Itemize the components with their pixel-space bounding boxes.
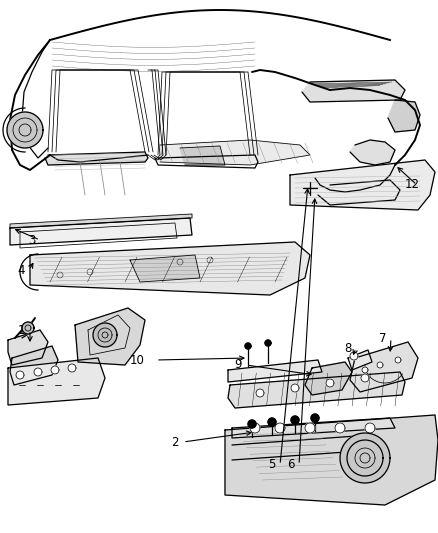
Polygon shape (228, 372, 405, 408)
Polygon shape (250, 423, 260, 433)
Polygon shape (228, 360, 322, 382)
Polygon shape (388, 100, 420, 132)
Polygon shape (68, 364, 76, 372)
Polygon shape (340, 433, 390, 483)
Polygon shape (225, 415, 438, 505)
Polygon shape (305, 423, 315, 433)
Polygon shape (93, 323, 117, 347)
Polygon shape (291, 384, 299, 392)
Polygon shape (34, 368, 42, 376)
Polygon shape (268, 418, 276, 426)
Polygon shape (45, 152, 148, 165)
Polygon shape (22, 322, 34, 334)
Polygon shape (180, 146, 225, 165)
Polygon shape (290, 160, 435, 210)
Text: 4: 4 (17, 263, 25, 277)
Polygon shape (350, 140, 395, 165)
Polygon shape (232, 418, 395, 438)
Polygon shape (350, 352, 358, 360)
Text: 1: 1 (18, 324, 25, 336)
Text: 5: 5 (268, 458, 276, 472)
Text: 2: 2 (171, 435, 179, 448)
Text: 10: 10 (130, 353, 145, 367)
Polygon shape (245, 343, 251, 349)
Polygon shape (305, 362, 352, 395)
Polygon shape (130, 255, 200, 282)
Polygon shape (361, 374, 369, 382)
Polygon shape (365, 423, 375, 433)
Polygon shape (51, 366, 59, 374)
Polygon shape (248, 420, 256, 428)
Polygon shape (350, 342, 418, 392)
Text: 7: 7 (379, 332, 386, 344)
Polygon shape (8, 330, 48, 365)
Polygon shape (75, 308, 145, 365)
Polygon shape (302, 80, 405, 102)
Polygon shape (395, 357, 401, 363)
Polygon shape (30, 242, 310, 295)
Polygon shape (348, 350, 372, 370)
Text: 6: 6 (287, 458, 294, 472)
Polygon shape (275, 423, 285, 433)
Polygon shape (311, 414, 319, 422)
Polygon shape (160, 140, 310, 165)
Text: 3: 3 (28, 233, 35, 246)
Polygon shape (10, 214, 192, 228)
Polygon shape (16, 371, 24, 379)
Polygon shape (362, 367, 368, 373)
Polygon shape (10, 346, 58, 385)
Polygon shape (326, 379, 334, 387)
Polygon shape (7, 112, 43, 148)
Polygon shape (335, 423, 345, 433)
Polygon shape (318, 180, 400, 205)
Polygon shape (291, 416, 299, 424)
Text: 9: 9 (234, 359, 241, 372)
Text: 12: 12 (405, 179, 420, 191)
Polygon shape (377, 362, 383, 368)
Text: 8: 8 (344, 342, 351, 354)
Polygon shape (256, 389, 264, 397)
Polygon shape (10, 218, 192, 245)
Polygon shape (265, 340, 271, 346)
Polygon shape (8, 358, 105, 405)
